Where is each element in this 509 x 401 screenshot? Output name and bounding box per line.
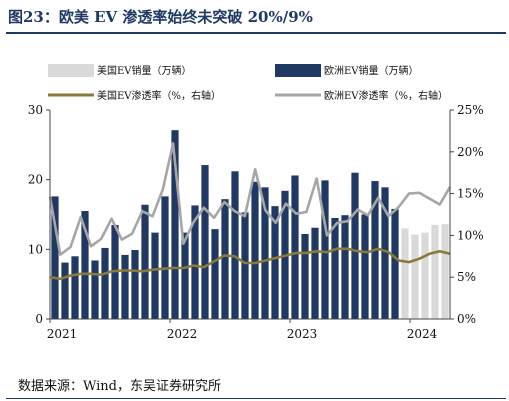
- x-tick-label: 2023: [287, 327, 318, 341]
- eu-sales-bar: [181, 232, 189, 319]
- eu-sales-bar: [241, 212, 249, 319]
- eu-sales-bar: [171, 130, 179, 319]
- x-tick-label: 2022: [167, 327, 198, 341]
- us-sales-bar: [401, 228, 409, 319]
- y-right-tick-label: 20%: [457, 145, 484, 159]
- eu-sales-bar: [61, 262, 69, 319]
- us-sales-bar: [431, 224, 439, 319]
- legend-label-eu-pen: 欧洲EV渗透率（%，右轴）: [324, 89, 448, 102]
- eu-sales-bar: [261, 187, 269, 319]
- eu-penetration-line: [48, 142, 452, 256]
- eu-sales-bar: [311, 227, 319, 319]
- legend-label-us-sales: 美国EV销量（万辆）: [97, 64, 192, 77]
- eu-sales-bar: [221, 199, 229, 319]
- eu-sales-bar: [101, 247, 109, 319]
- chart: 美国EV销量（万辆） 欧洲EV销量（万辆） 美国EV渗透率（%，右轴） 欧洲EV…: [28, 64, 484, 341]
- y-left-tick-label: 10: [28, 242, 43, 256]
- eu-sales-bar: [291, 175, 299, 319]
- eu-sales-bar: [161, 196, 169, 319]
- eu-sales-bar: [191, 205, 199, 319]
- eu-sales-bar: [131, 250, 139, 319]
- legend-label-eu-sales: 欧洲EV销量（万辆）: [324, 64, 419, 77]
- y-right-tick-label: 10%: [457, 228, 484, 242]
- us-sales-bar: [421, 232, 429, 319]
- eu-sales-bar: [151, 232, 159, 319]
- eu-sales-bar: [361, 214, 369, 319]
- eu-sales-bar: [331, 217, 339, 319]
- y-left-tick-label: 0: [35, 312, 43, 326]
- figure-title: 图23：欧美 EV 渗透率始终未突破 20%/9%: [8, 8, 313, 26]
- legend-swatch-eu-sales: [275, 64, 321, 77]
- us-sales-bar: [441, 224, 449, 319]
- eu-sales-bar: [391, 208, 399, 319]
- eu-sales-bar: [211, 229, 219, 319]
- eu-sales-bar: [301, 234, 309, 319]
- source-note: 数据来源：Wind，东吴证券研究所: [18, 379, 221, 394]
- x-tick-label: 2021: [47, 327, 78, 341]
- eu-sales-bar: [271, 206, 279, 319]
- eu-sales-bar: [251, 181, 259, 319]
- y-right-tick-label: 25%: [457, 103, 484, 117]
- eu-sales-bar: [231, 171, 239, 319]
- legend-swatch-us-sales: [48, 64, 94, 77]
- eu-sales-bar: [141, 204, 149, 319]
- eu-sales-bar: [81, 211, 89, 319]
- x-tick-label: 2024: [407, 327, 438, 341]
- eu-sales-bar: [121, 254, 129, 319]
- eu-sales-bar: [341, 215, 349, 319]
- y-right-tick-label: 0%: [457, 312, 476, 326]
- title-rule: [6, 32, 506, 34]
- eu-sales-bar: [71, 256, 79, 319]
- bottom-rule: [6, 398, 506, 399]
- y-right-tick-label: 5%: [457, 270, 476, 284]
- eu-sales-bar: [351, 172, 359, 319]
- legend-label-us-pen: 美国EV渗透率（%，右轴）: [97, 89, 221, 102]
- eu-sales-bar: [51, 196, 59, 319]
- y-right-tick-label: 15%: [457, 187, 484, 201]
- y-left-tick-label: 30: [28, 103, 43, 117]
- eu-sales-bar: [201, 165, 209, 319]
- eu-sales-bar: [91, 260, 99, 319]
- eu-sales-bar: [321, 180, 329, 319]
- eu-sales-bar: [381, 187, 389, 319]
- legend: 美国EV销量（万辆） 欧洲EV销量（万辆） 美国EV渗透率（%，右轴） 欧洲EV…: [48, 64, 448, 102]
- y-left-tick-label: 20: [28, 173, 43, 187]
- plot-area: 0 10 20 30 0% 5% 10% 15% 20% 25% 2021 2022 2023 2024: [28, 103, 484, 341]
- us-sales-bar: [411, 234, 419, 319]
- us-penetration-line: [49, 247, 451, 281]
